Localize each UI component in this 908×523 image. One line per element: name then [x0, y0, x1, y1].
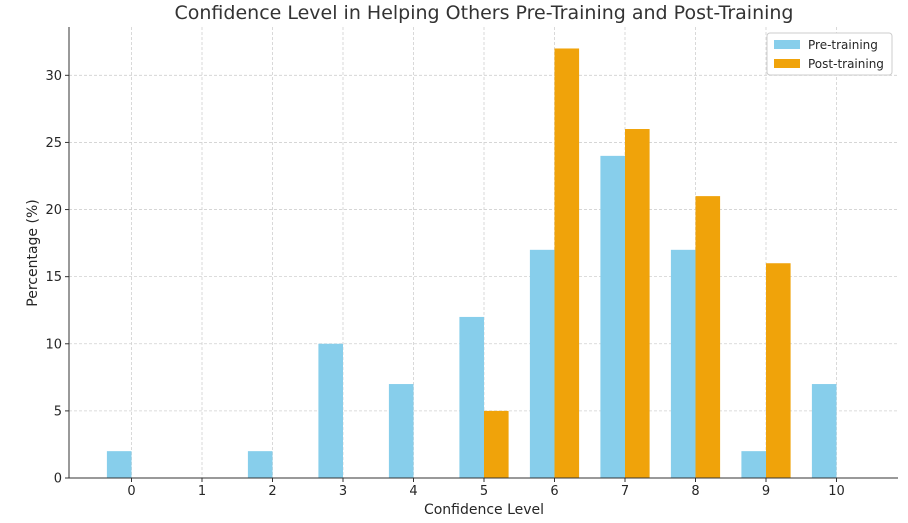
bar-pre-training-7	[600, 155, 625, 478]
x-tick-label: 0	[127, 484, 135, 499]
x-tick-label: 8	[691, 484, 699, 499]
x-tick-label: 2	[268, 484, 276, 499]
x-tick-label: 10	[828, 484, 845, 499]
bar-pre-training-10	[811, 384, 837, 478]
y-tick-label: 30	[45, 69, 62, 84]
bar-post-training-6	[554, 48, 580, 478]
y-tick-label: 20	[45, 203, 62, 218]
x-tick-label: 4	[409, 484, 417, 499]
x-axis-ticks: 0 1 2 3 4 5 6 7 8 9 10	[127, 478, 845, 499]
bar-post-training-9	[766, 263, 791, 478]
bar-post-training-5	[484, 410, 509, 478]
x-tick-label: 9	[762, 484, 770, 499]
bar-post-training-8	[695, 196, 721, 478]
x-tick-label: 6	[550, 484, 558, 499]
y-tick-label: 5	[54, 404, 62, 419]
x-tick-label: 1	[198, 484, 206, 499]
legend-label: Post-training	[808, 57, 884, 71]
chart-title: Confidence Level in Helping Others Pre-T…	[175, 2, 794, 24]
bar-post-training-7	[625, 129, 650, 478]
y-tick-label: 25	[45, 136, 62, 151]
x-tick-label: 7	[621, 484, 629, 499]
y-axis-title: Percentage (%)	[25, 199, 41, 306]
x-tick-label: 3	[339, 484, 347, 499]
bar-pre-training-0	[106, 451, 132, 478]
bar-pre-training-2	[247, 451, 273, 478]
x-tick-label: 5	[480, 484, 488, 499]
y-tick-label: 10	[45, 337, 62, 352]
legend-label: Pre-training	[808, 38, 878, 52]
y-axis-ticks: 0 5 10 15 20 25 30	[45, 69, 69, 487]
legend: Pre-training Post-training	[766, 32, 893, 76]
y-tick-label: 0	[54, 472, 62, 487]
legend-swatch	[774, 59, 800, 68]
x-axis-title: Confidence Level	[424, 502, 544, 518]
legend-swatch	[774, 40, 800, 49]
bars	[106, 48, 837, 478]
y-tick-label: 15	[45, 270, 62, 285]
bar-pre-training-6	[529, 249, 555, 478]
bar-pre-training-8	[670, 249, 696, 478]
bar-pre-training-5	[459, 316, 484, 478]
bar-pre-training-3	[318, 343, 343, 478]
bar-pre-training-4	[388, 384, 414, 478]
bar-pre-training-9	[741, 451, 766, 478]
